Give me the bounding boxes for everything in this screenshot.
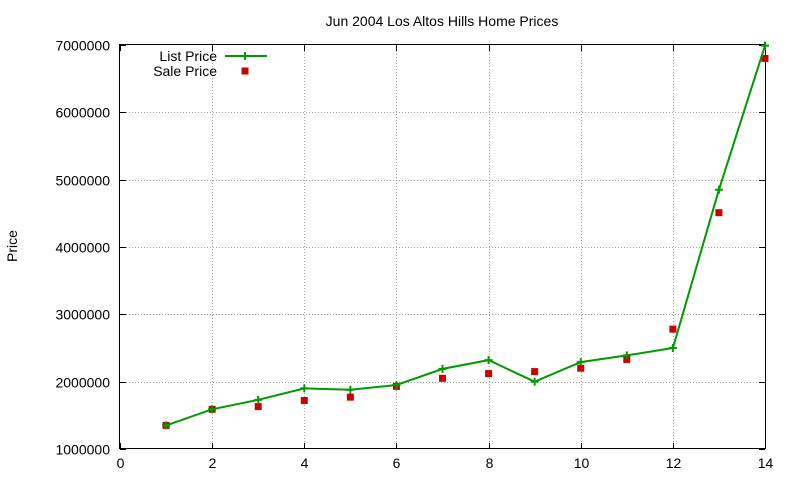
list-price-point — [254, 395, 263, 404]
x-tick-label: 14 — [758, 455, 774, 471]
sale-price-point — [254, 403, 262, 411]
legend-label-sale-price: Sale Price — [153, 63, 217, 79]
sale-price-point — [761, 54, 769, 62]
x-tick-label: 8 — [486, 455, 494, 471]
list-price-point — [761, 41, 769, 50]
sale-price-point — [623, 355, 631, 363]
sale-price-point — [715, 209, 723, 217]
axis-ticks: 0 2 4 6 8 10 12 14 1000000 2000000 3000000 4000000 5… — [55, 38, 773, 472]
legend-marker-list-price — [241, 52, 249, 60]
list-price-point — [208, 405, 217, 414]
sale-price-point — [669, 325, 677, 333]
list-price-line — [165, 45, 766, 427]
y-tick-label: 7000000 — [55, 38, 110, 54]
y-tick-label: 5000000 — [55, 173, 110, 189]
x-tick-label: 0 — [117, 455, 125, 471]
sale-price-point — [577, 364, 585, 372]
y-tick-label: 6000000 — [55, 105, 110, 121]
chart-title: Jun 2004 Los Altos Hills Home Prices — [326, 13, 559, 29]
x-tick-label: 4 — [301, 455, 309, 471]
sale-price-point — [346, 393, 354, 401]
list-price-point — [622, 351, 631, 360]
y-tick-label: 3000000 — [55, 307, 110, 323]
y-tick-label: 4000000 — [55, 240, 110, 256]
legend: List Price Sale Price — [153, 48, 267, 79]
y-tick-label: 2000000 — [55, 375, 110, 391]
legend-label-list-price: List Price — [159, 48, 217, 64]
y-tick-label: 1000000 — [55, 442, 110, 458]
sale-price-point — [439, 374, 446, 382]
list-price-point — [484, 356, 493, 365]
x-tick-label: 2 — [209, 455, 217, 471]
list-price-point — [162, 421, 171, 430]
sale-price-point — [531, 368, 539, 376]
legend-marker-sale-price — [241, 67, 249, 75]
list-price-point — [714, 185, 723, 194]
list-price-point — [438, 364, 447, 373]
sale-price-point — [300, 397, 308, 405]
x-tick-label: 10 — [574, 455, 590, 471]
list-price-point — [392, 381, 401, 390]
y-axis-label: Price — [4, 230, 20, 262]
series-layer — [162, 41, 769, 430]
list-price-point — [668, 344, 677, 352]
x-tick-label: 6 — [393, 455, 401, 471]
grid-lines — [120, 45, 765, 449]
sale-price-point — [485, 370, 493, 378]
list-price-point — [530, 377, 539, 386]
x-tick-label: 12 — [666, 455, 682, 471]
plot-frame — [119, 44, 766, 449]
list-price-point — [576, 358, 585, 367]
list-price-point — [300, 384, 309, 393]
list-price-point — [346, 385, 355, 394]
